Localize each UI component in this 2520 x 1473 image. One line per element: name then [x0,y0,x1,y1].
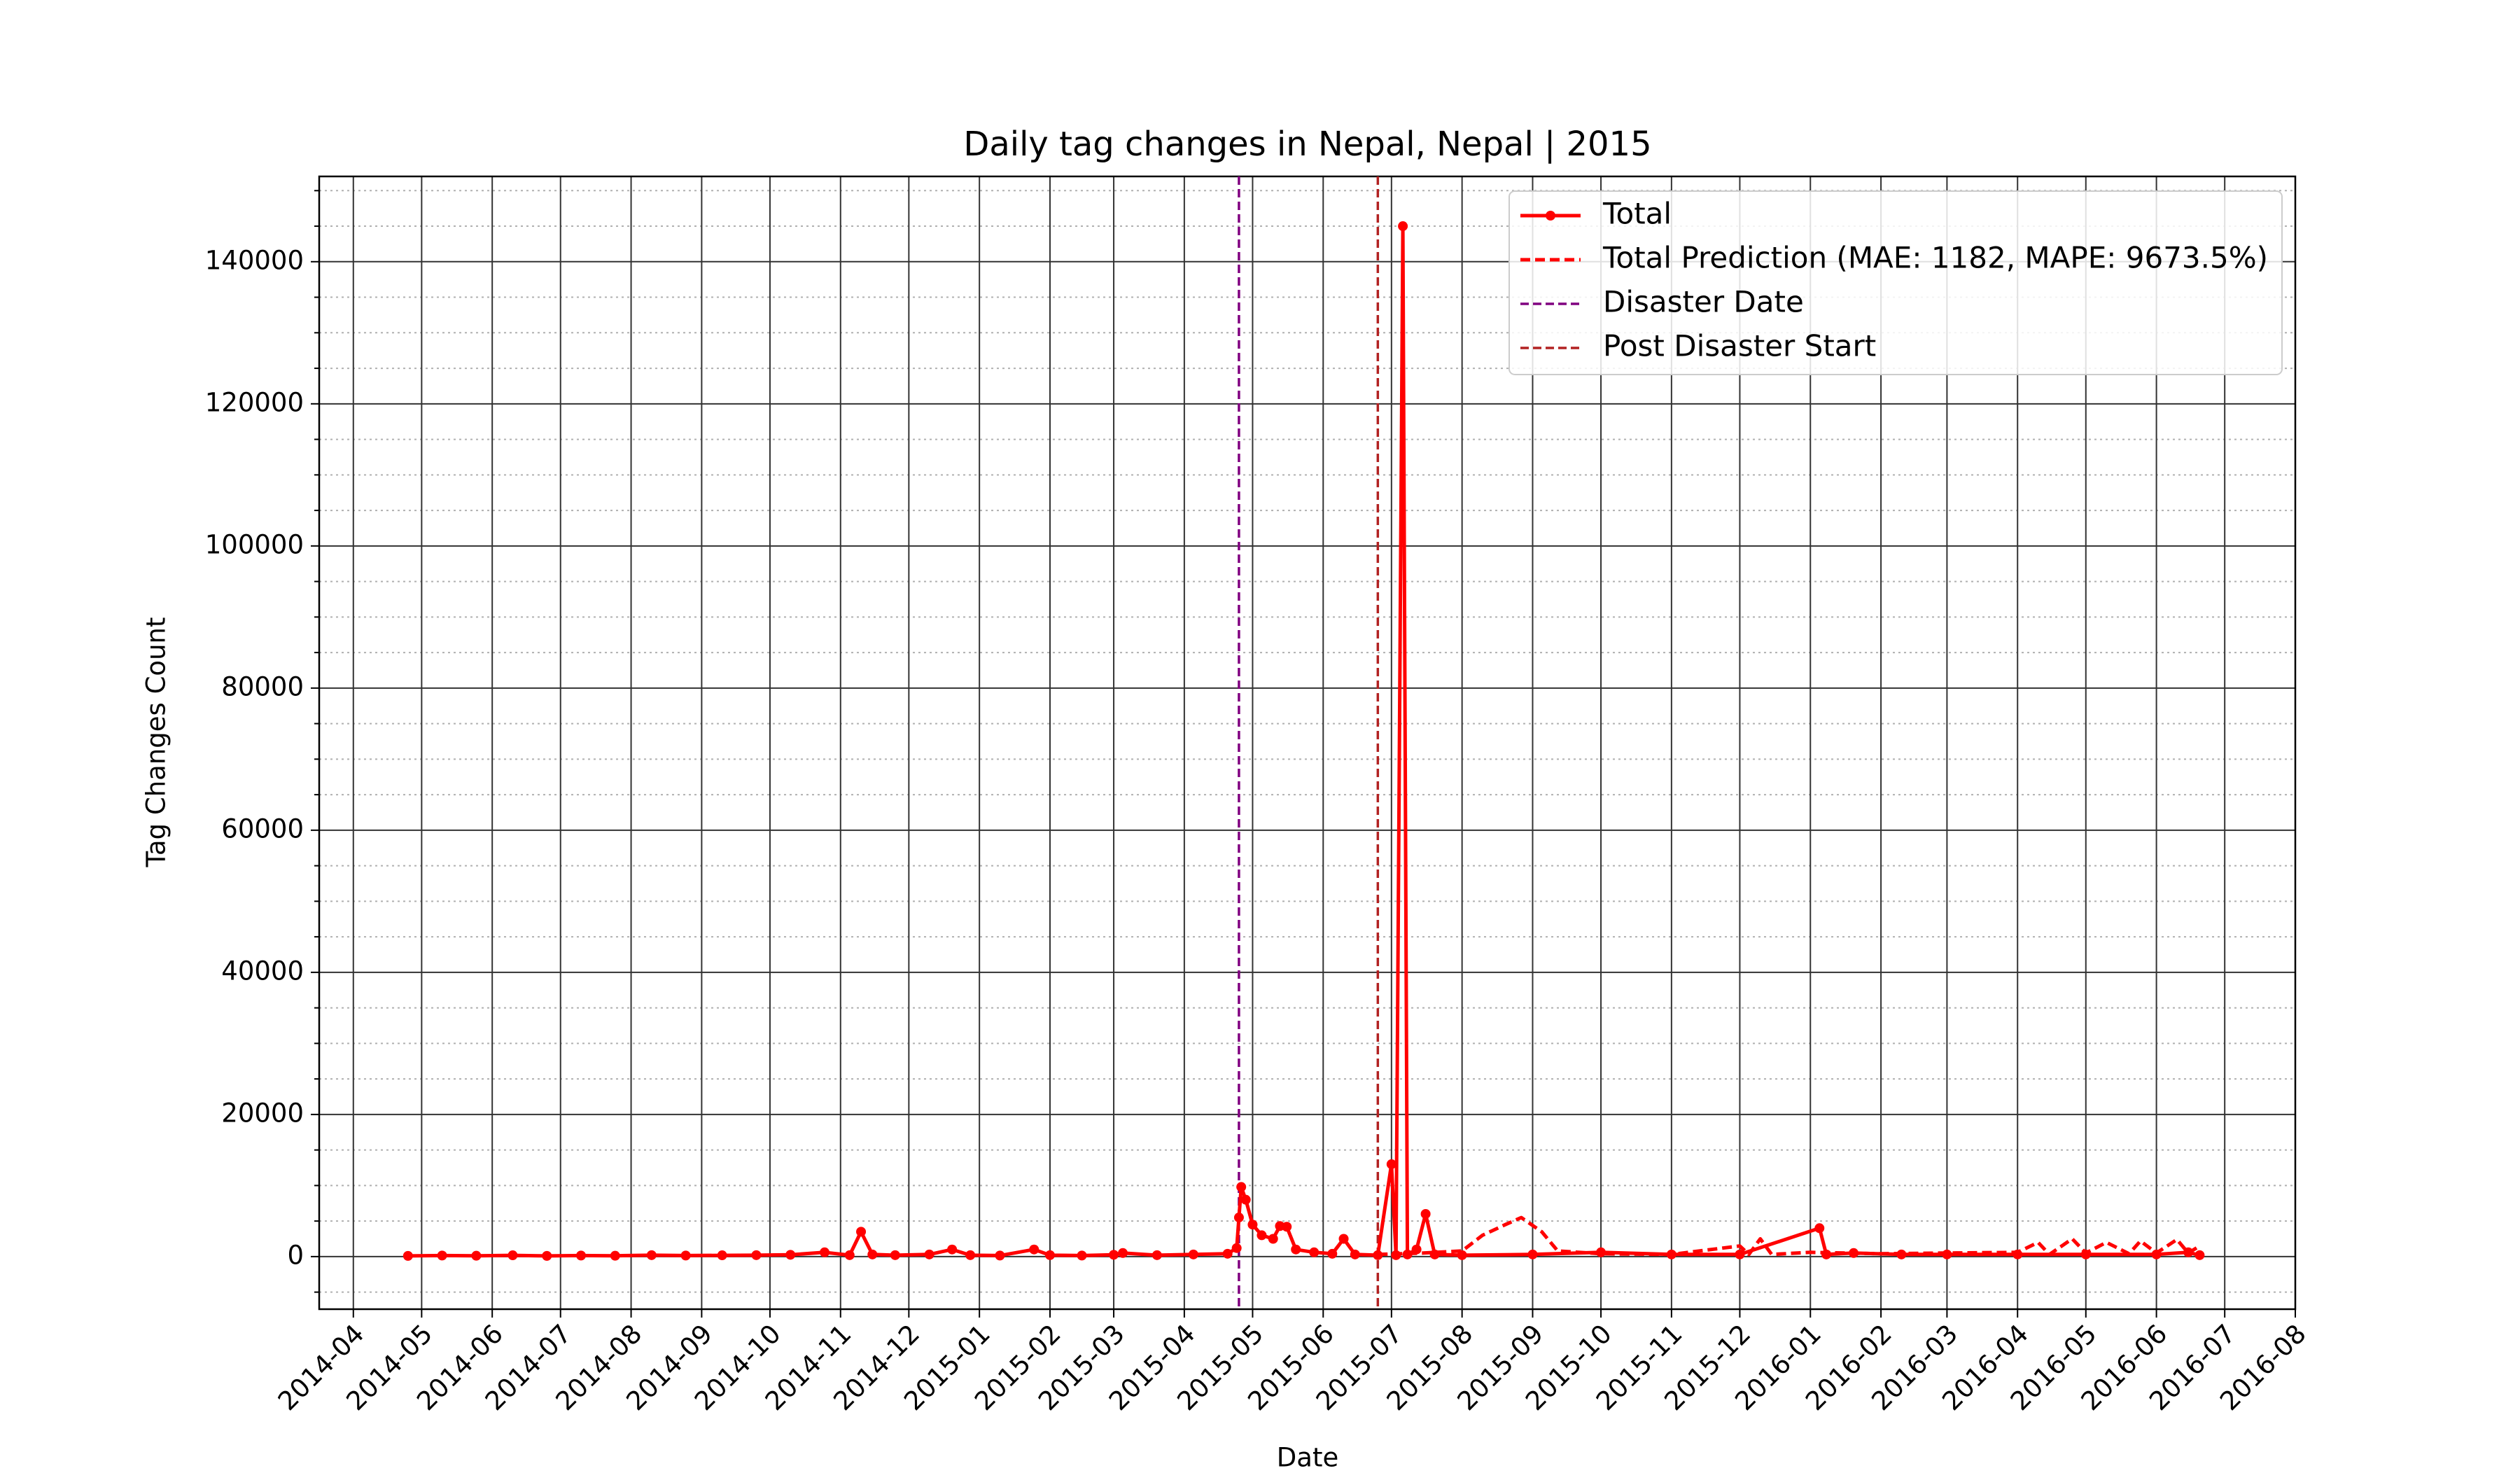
point [1282,1222,1292,1232]
point [1231,1243,1242,1253]
y-axis-label: Tag Changes Count [141,617,172,868]
point [1188,1249,1198,1259]
point [820,1247,830,1257]
legend-label: Total [1602,197,1672,231]
point [680,1250,691,1261]
point [1240,1194,1251,1205]
point [1814,1223,1825,1234]
point [965,1250,976,1260]
point [1029,1244,1040,1255]
series-line [1378,1215,2201,1257]
point [437,1250,447,1261]
point [1044,1250,1055,1260]
point [1256,1230,1267,1241]
point [717,1250,727,1261]
point [890,1250,900,1260]
y-tick-label: 120000 [205,387,304,417]
point [844,1250,855,1260]
legend-marker [1546,211,1555,221]
point [1350,1249,1360,1259]
y-tick-label: 60000 [221,814,304,844]
point [995,1250,1005,1261]
y-tick-label: 40000 [221,956,304,986]
y-tick-label: 140000 [205,245,304,275]
point [1233,1213,1244,1223]
point [1527,1249,1538,1259]
point [610,1250,620,1261]
point [1735,1249,1745,1259]
point [402,1250,413,1261]
chart-title: Daily tag changes in Nepal, Nepal | 2015 [963,125,1651,164]
plot-frame [318,175,2297,1311]
point [576,1250,587,1261]
legend-label: Total Prediction (MAE: 1182, MAPE: 9673.… [1602,241,2268,275]
point [2194,1250,2205,1260]
point [1152,1250,1162,1260]
point [947,1244,958,1255]
point [1268,1234,1278,1244]
legend: Total Total Prediction (MAE: 1182, MAPE: … [1508,190,2283,375]
y-tick-label: 0 [287,1240,304,1270]
y-tick-label: 80000 [221,671,304,701]
point [856,1227,867,1237]
point [1420,1208,1431,1219]
point [924,1249,934,1259]
point [1118,1248,1128,1258]
point [1247,1220,1258,1230]
point [1109,1250,1119,1260]
point [1309,1247,1320,1257]
point [1222,1248,1233,1259]
point [1338,1234,1349,1244]
point [1077,1250,1087,1261]
point [1327,1248,1338,1259]
point [471,1250,482,1261]
point [785,1250,796,1260]
legend-label: Disaster Date [1603,285,1804,319]
legend-label: Post Disaster Start [1603,329,1876,363]
point [751,1250,762,1260]
point [1291,1244,1301,1255]
x-axis-label: Date [1277,1443,1338,1471]
legend-box [1508,190,2283,375]
y-tick-label: 20000 [221,1098,304,1128]
point [507,1250,518,1261]
point [1236,1182,1247,1192]
point [867,1249,878,1259]
point [542,1250,552,1261]
y-tick-label: 100000 [205,529,304,559]
point [646,1250,657,1260]
point [1386,1159,1396,1169]
point [1398,221,1408,232]
